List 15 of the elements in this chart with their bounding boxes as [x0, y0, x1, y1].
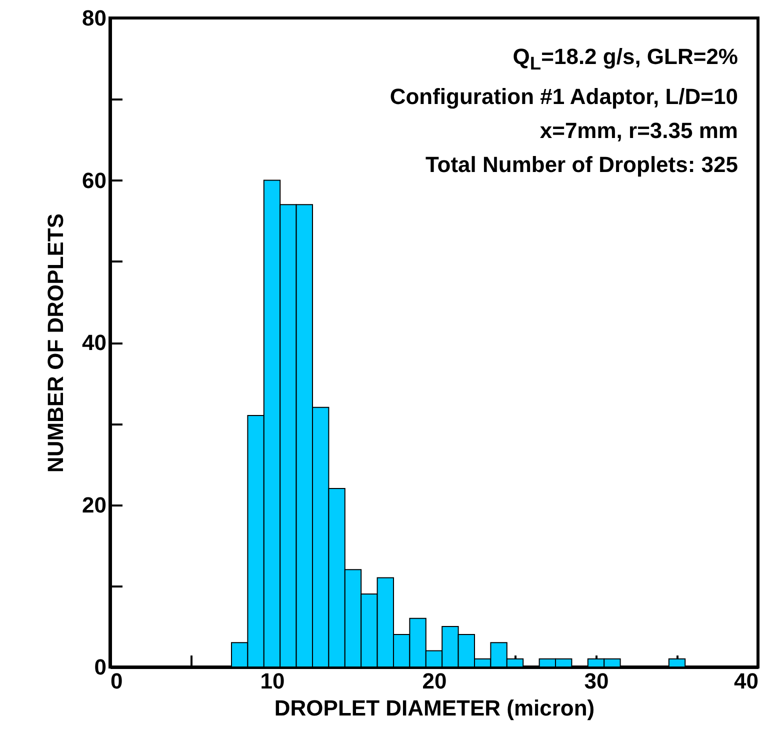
y-tick-label: 60 [82, 168, 106, 193]
y-tick-label: 80 [82, 6, 106, 30]
annotation: Configuration #1 Adaptor, L/D=10 [390, 83, 738, 112]
annotation: Total Number of Droplets: 325 [424, 151, 738, 180]
x-tick-label: 0 [110, 668, 123, 694]
y-axis-title: NUMBER OF DROPLETS [43, 213, 68, 473]
annotation: x=7mm, r=3.35 mm [538, 117, 738, 146]
annotation: Q$_{L}$=18.2 g/s, GLR=2% [512, 43, 738, 76]
x-tick-label: 20 [422, 668, 447, 694]
x-tick-label: 10 [260, 668, 285, 694]
y-tick-label: 40 [82, 330, 106, 355]
x-tick-label: 40 [734, 668, 758, 694]
y-tick-label: 20 [82, 492, 106, 518]
x-tick-label: 30 [584, 668, 609, 694]
x-axis-title: DROPLET DIAMETER (micron) [274, 696, 595, 720]
